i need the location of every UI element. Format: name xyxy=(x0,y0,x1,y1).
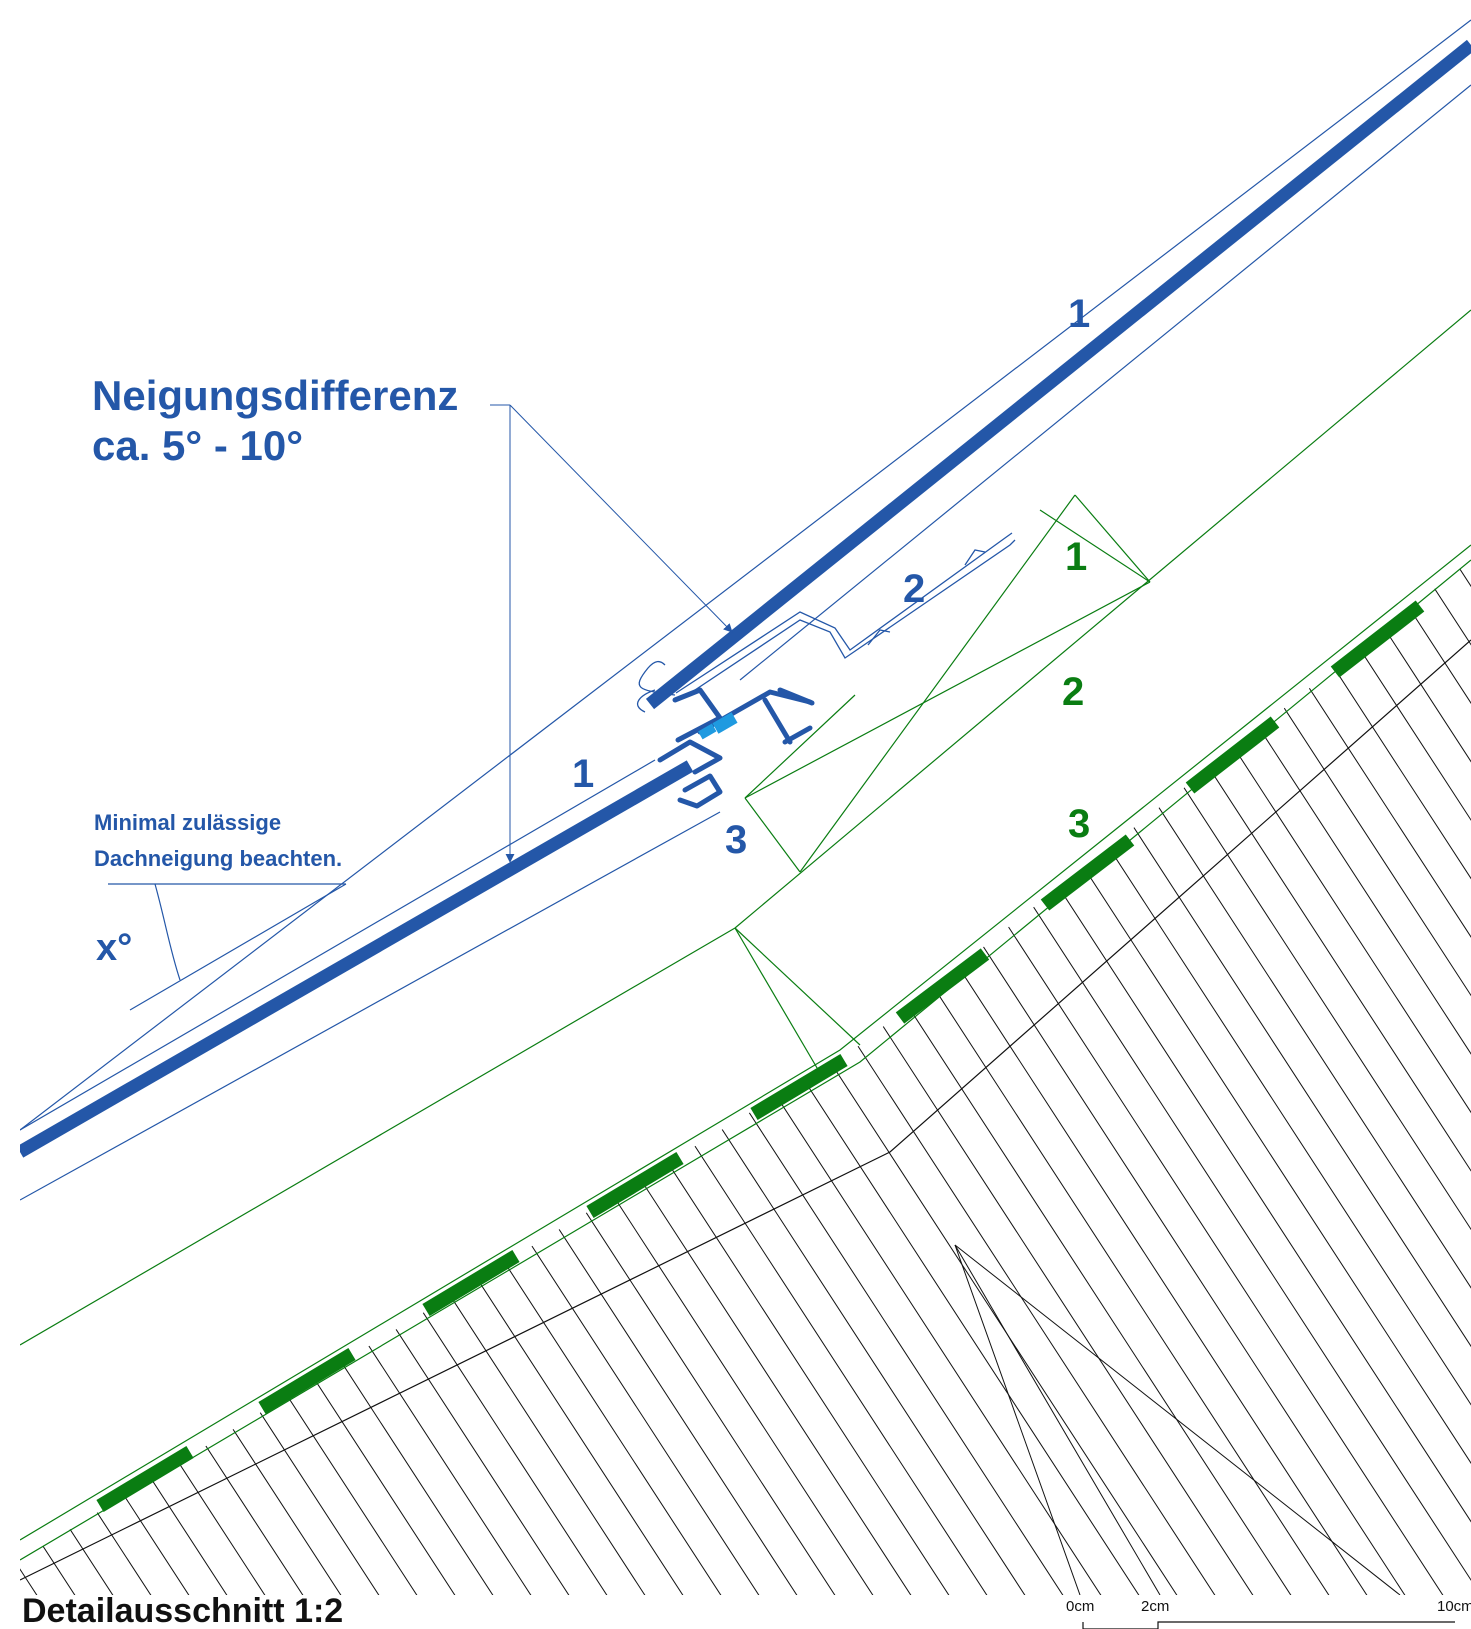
blue-number-flashing: 2 xyxy=(903,567,925,611)
blue-thin-lines xyxy=(20,19,1471,1201)
hatch-line xyxy=(475,560,1257,1595)
green-tape-segment xyxy=(422,1249,520,1317)
green-number-2: 2 xyxy=(1062,670,1084,714)
blue-number-clamp: 3 xyxy=(725,818,747,862)
fan-lines xyxy=(954,1244,1401,1595)
hatch-line xyxy=(361,560,1143,1595)
green-tape-segment xyxy=(1330,600,1425,678)
hatch-line xyxy=(209,560,991,1595)
hatch-line xyxy=(1159,560,1471,1595)
hatch-line xyxy=(20,560,459,1595)
hatch-line xyxy=(20,560,649,1595)
hatch-line xyxy=(20,560,611,1595)
slope-difference-label: Neigungsdifferenz xyxy=(92,372,458,419)
scale-label-2: 2cm xyxy=(1141,1598,1169,1615)
green-tape-segments xyxy=(96,600,1425,1513)
hatch-line xyxy=(1197,560,1471,1595)
scale-label-10: 10cm xyxy=(1437,1598,1471,1615)
annotation-leaders xyxy=(490,404,733,863)
drawing-title: Detailausschnitt 1:2 xyxy=(22,1592,343,1629)
flashing-profile xyxy=(636,532,1016,713)
min-pitch-note-1: Minimal zulässige xyxy=(94,810,281,835)
hatch-line xyxy=(589,560,1371,1595)
hatch-line xyxy=(1083,560,1471,1595)
hatch-line xyxy=(1311,560,1471,1595)
hatch-line xyxy=(20,560,535,1595)
green-tape-segment xyxy=(258,1347,356,1415)
hatch-line xyxy=(95,560,877,1595)
min-pitch-note-2: Dachneigung beachten. xyxy=(94,846,342,871)
hatch-line xyxy=(1007,560,1471,1595)
hatch-line xyxy=(20,560,725,1595)
hatch-line xyxy=(20,560,79,1595)
hatch-line xyxy=(20,560,497,1595)
green-tape-segment xyxy=(1185,716,1280,794)
slope-difference-range: ca. 5° - 10° xyxy=(92,422,303,469)
hatch-line xyxy=(20,560,117,1595)
hatch-line xyxy=(20,560,269,1595)
hatch-line xyxy=(20,560,193,1595)
hatch-line xyxy=(969,560,1471,1595)
hatch-line xyxy=(20,560,307,1595)
hatch-line xyxy=(855,560,1471,1595)
hatch-line xyxy=(20,560,155,1595)
green-number-1: 1 xyxy=(1065,535,1087,579)
hatch-line xyxy=(665,560,1447,1595)
hatch-line xyxy=(551,560,1333,1595)
hatch-line xyxy=(20,560,231,1595)
green-tape-segment xyxy=(895,948,990,1024)
green-tape-segment xyxy=(750,1053,848,1121)
scale-bar-line xyxy=(1082,1621,1455,1629)
hatch-line xyxy=(20,560,801,1595)
hatch-line xyxy=(437,560,1219,1595)
hatch-line xyxy=(1045,560,1471,1595)
hatch-line xyxy=(1349,560,1471,1595)
angle-symbol xyxy=(108,883,347,1011)
hatch-line xyxy=(20,560,421,1595)
blue-number-upper-panel: 1 xyxy=(1068,292,1090,336)
hatch-line xyxy=(1387,560,1471,1595)
green-tape-segment xyxy=(586,1151,684,1219)
upper-roof-panel xyxy=(645,39,1471,710)
hatch-line xyxy=(285,560,1067,1595)
hatch-line xyxy=(703,560,1471,1595)
hatch-line xyxy=(20,560,41,1595)
hatch-line xyxy=(741,560,1471,1595)
scale-bar: 0cm 2cm 10cm xyxy=(1066,1598,1471,1629)
hatch-line xyxy=(20,560,383,1595)
scale-label-0: 0cm xyxy=(1066,1598,1094,1615)
hatch-line xyxy=(1121,560,1471,1595)
hatch-line xyxy=(20,560,687,1595)
hatch-line xyxy=(1273,560,1471,1595)
clamp-assembly xyxy=(657,687,815,809)
green-membrane-lines xyxy=(20,309,1471,1561)
hatch-line xyxy=(57,560,839,1595)
green-number-3: 3 xyxy=(1068,802,1090,846)
clamp-highlight xyxy=(698,712,738,740)
lower-roof-panel xyxy=(20,760,694,1158)
hatch-line xyxy=(323,560,1105,1595)
green-tape-segment xyxy=(96,1445,194,1513)
blue-number-lower-panel: 1 xyxy=(572,752,594,796)
green-tape-segment xyxy=(1040,834,1135,911)
angle-label: x° xyxy=(96,927,132,969)
hatch-line xyxy=(1425,560,1471,1595)
insulation-bottom-line xyxy=(20,639,1471,1581)
